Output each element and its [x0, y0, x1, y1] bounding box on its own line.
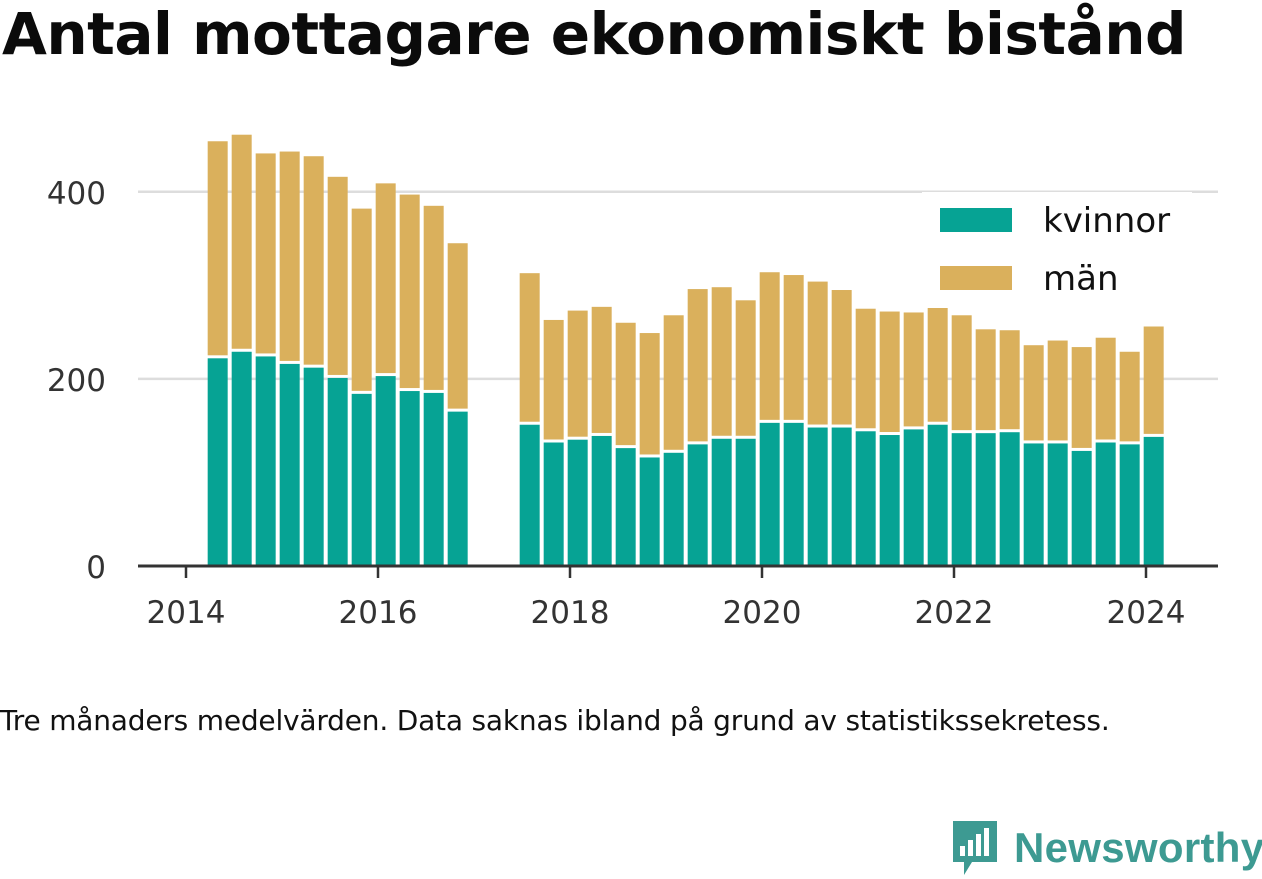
chart-title: Antal mottagare ekonomiskt bistånd	[2, 0, 1187, 68]
bar-man	[231, 134, 252, 349]
chart-caption: Tre månaders medelvärden. Data saknas ib…	[0, 704, 1110, 737]
bar-kvinnor	[255, 356, 276, 566]
bar-kvinnor	[399, 391, 420, 566]
bar-kvinnor	[1095, 442, 1116, 566]
bar-kvinnor	[303, 367, 324, 566]
bar-kvinnor	[687, 444, 708, 566]
bar-kvinnor	[855, 431, 876, 566]
bar-kvinnor	[903, 429, 924, 566]
bar-kvinnor	[783, 422, 804, 566]
bar-man	[543, 319, 564, 440]
brand-logo: Newsworthy	[950, 818, 1262, 878]
bar-kvinnor	[207, 358, 228, 566]
bar-man	[279, 151, 300, 361]
bar-man	[759, 272, 780, 420]
bar-kvinnor	[759, 422, 780, 566]
bar-kvinnor	[975, 433, 996, 566]
legend-swatch	[940, 208, 1012, 232]
bars	[207, 134, 1164, 566]
bar-man	[687, 289, 708, 442]
bar-man	[879, 311, 900, 433]
bar-kvinnor	[423, 392, 444, 566]
bar-kvinnor	[375, 376, 396, 566]
bar-kvinnor	[1047, 443, 1068, 566]
bar-man	[1071, 347, 1092, 448]
bar-man	[615, 322, 636, 446]
x-tick-label: 2018	[531, 595, 610, 631]
bar-kvinnor	[351, 393, 372, 566]
bar-kvinnor	[807, 427, 828, 566]
bar-man	[831, 290, 852, 425]
bar-man	[1143, 326, 1164, 434]
bar-man	[303, 156, 324, 365]
bar-man	[639, 333, 660, 455]
bar-kvinnor	[735, 438, 756, 566]
bar-kvinnor	[519, 424, 540, 566]
legend-label: män	[1043, 259, 1119, 299]
bar-kvinnor	[711, 438, 732, 566]
bar-man	[255, 153, 276, 354]
bar-kvinnor	[879, 435, 900, 566]
bar-kvinnor	[927, 424, 948, 566]
bar-man	[975, 329, 996, 431]
bar-kvinnor	[639, 457, 660, 566]
bar-kvinnor	[831, 427, 852, 566]
x-tick-label: 2020	[723, 595, 802, 631]
bar-man	[351, 208, 372, 391]
bar-man	[567, 310, 588, 437]
bar-man	[207, 141, 228, 356]
bar-kvinnor	[591, 435, 612, 566]
axes: 0 200 400 2014 2016 2018 2020 2022 2024	[47, 176, 1218, 631]
bar-man	[807, 281, 828, 425]
bar-kvinnor	[1143, 436, 1164, 566]
bar-man	[1095, 337, 1116, 440]
bar-kvinnor	[951, 433, 972, 566]
bar-kvinnor	[567, 439, 588, 566]
x-tick-label: 2014	[147, 595, 226, 631]
bar-man	[375, 183, 396, 374]
y-tick-label: 200	[47, 363, 106, 399]
legend-label: kvinnor	[1043, 201, 1170, 241]
bar-kvinnor	[231, 351, 252, 566]
bar-man	[927, 301, 948, 422]
bar-kvinnor	[1023, 443, 1044, 566]
bar-man	[447, 243, 468, 409]
bar-man	[423, 205, 444, 390]
bar-man	[735, 300, 756, 436]
bar-kvinnor	[663, 452, 684, 566]
x-tick-label: 2022	[915, 595, 994, 631]
legend: kvinnor män	[922, 192, 1192, 308]
bar-man	[327, 176, 348, 375]
brand-name: Newsworthy	[1014, 824, 1262, 871]
bar-man	[399, 194, 420, 389]
bar-kvinnor	[1119, 444, 1140, 566]
bar-man	[855, 308, 876, 429]
y-tick-label: 0	[86, 550, 106, 586]
bar-man	[711, 287, 732, 436]
bar-kvinnor	[543, 442, 564, 566]
newsworthy-logo-icon	[953, 821, 997, 875]
bar-man	[783, 275, 804, 420]
x-tick-label: 2024	[1107, 595, 1186, 631]
y-tick-label: 400	[47, 176, 106, 212]
bar-kvinnor	[615, 448, 636, 566]
bar-kvinnor	[447, 411, 468, 566]
bar-man	[1023, 345, 1044, 441]
bar-kvinnor	[1071, 450, 1092, 566]
bar-man	[951, 315, 972, 431]
x-tick-label: 2016	[339, 595, 418, 631]
bar-chart: 0 200 400 2014 2016 2018 2020 2022 2024 kvinnor m…	[47, 134, 1218, 631]
bar-kvinnor	[279, 363, 300, 566]
bar-man	[1119, 351, 1140, 442]
bar-man	[903, 312, 924, 427]
bar-man	[663, 315, 684, 450]
bar-man	[999, 330, 1020, 430]
bar-man	[591, 306, 612, 433]
bar-kvinnor	[999, 432, 1020, 566]
legend-swatch	[940, 266, 1012, 290]
bar-man	[1047, 340, 1068, 441]
bar-man	[519, 273, 540, 422]
bar-kvinnor	[327, 377, 348, 566]
